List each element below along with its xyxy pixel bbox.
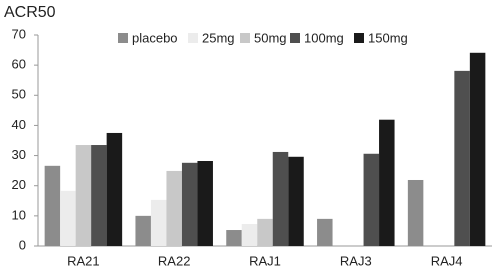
y-tick-label: 20 xyxy=(12,177,26,192)
x-tick-label: RAJ4 xyxy=(431,253,463,268)
y-tick-label: 0 xyxy=(19,237,26,252)
bar xyxy=(226,230,242,246)
y-tick-label: 30 xyxy=(12,147,26,162)
bar xyxy=(106,132,123,246)
x-tick-label: RAJ3 xyxy=(340,253,372,268)
bar xyxy=(363,153,380,246)
legend-swatch xyxy=(290,33,300,43)
y-tick-label: 70 xyxy=(12,26,26,41)
bar xyxy=(197,160,213,246)
legend-swatch xyxy=(188,33,198,43)
legend-label: 150mg xyxy=(368,30,408,45)
bar xyxy=(379,119,395,246)
bar xyxy=(91,145,107,246)
legend-swatch xyxy=(240,33,250,43)
legend-label: placebo xyxy=(132,30,178,45)
bar xyxy=(288,156,304,246)
x-tick-label: RA21 xyxy=(67,253,100,268)
legend-swatch xyxy=(354,33,364,43)
bar xyxy=(257,218,273,246)
legend-label: 25mg xyxy=(202,30,235,45)
bar xyxy=(272,151,289,246)
bar xyxy=(166,170,182,246)
y-tick-label: 10 xyxy=(12,207,26,222)
legend-label: 50mg xyxy=(254,30,287,45)
x-tick-label: RAJ1 xyxy=(249,253,281,268)
y-tick-label: 40 xyxy=(12,117,26,132)
bar xyxy=(135,215,151,246)
chart-title: ACR50 xyxy=(4,4,56,21)
legend-swatch xyxy=(118,33,128,43)
bar xyxy=(454,70,470,247)
bar xyxy=(75,145,92,246)
bar xyxy=(469,52,486,246)
bar xyxy=(60,190,76,246)
bar xyxy=(407,179,424,246)
x-tick-label: RA22 xyxy=(158,253,191,268)
bar xyxy=(317,218,333,246)
bar xyxy=(241,223,258,246)
y-tick-label: 50 xyxy=(12,87,26,102)
bar xyxy=(181,162,198,246)
bar xyxy=(150,199,167,246)
y-tick-label: 60 xyxy=(12,57,26,72)
legend-label: 100mg xyxy=(304,30,344,45)
bar xyxy=(44,165,61,246)
